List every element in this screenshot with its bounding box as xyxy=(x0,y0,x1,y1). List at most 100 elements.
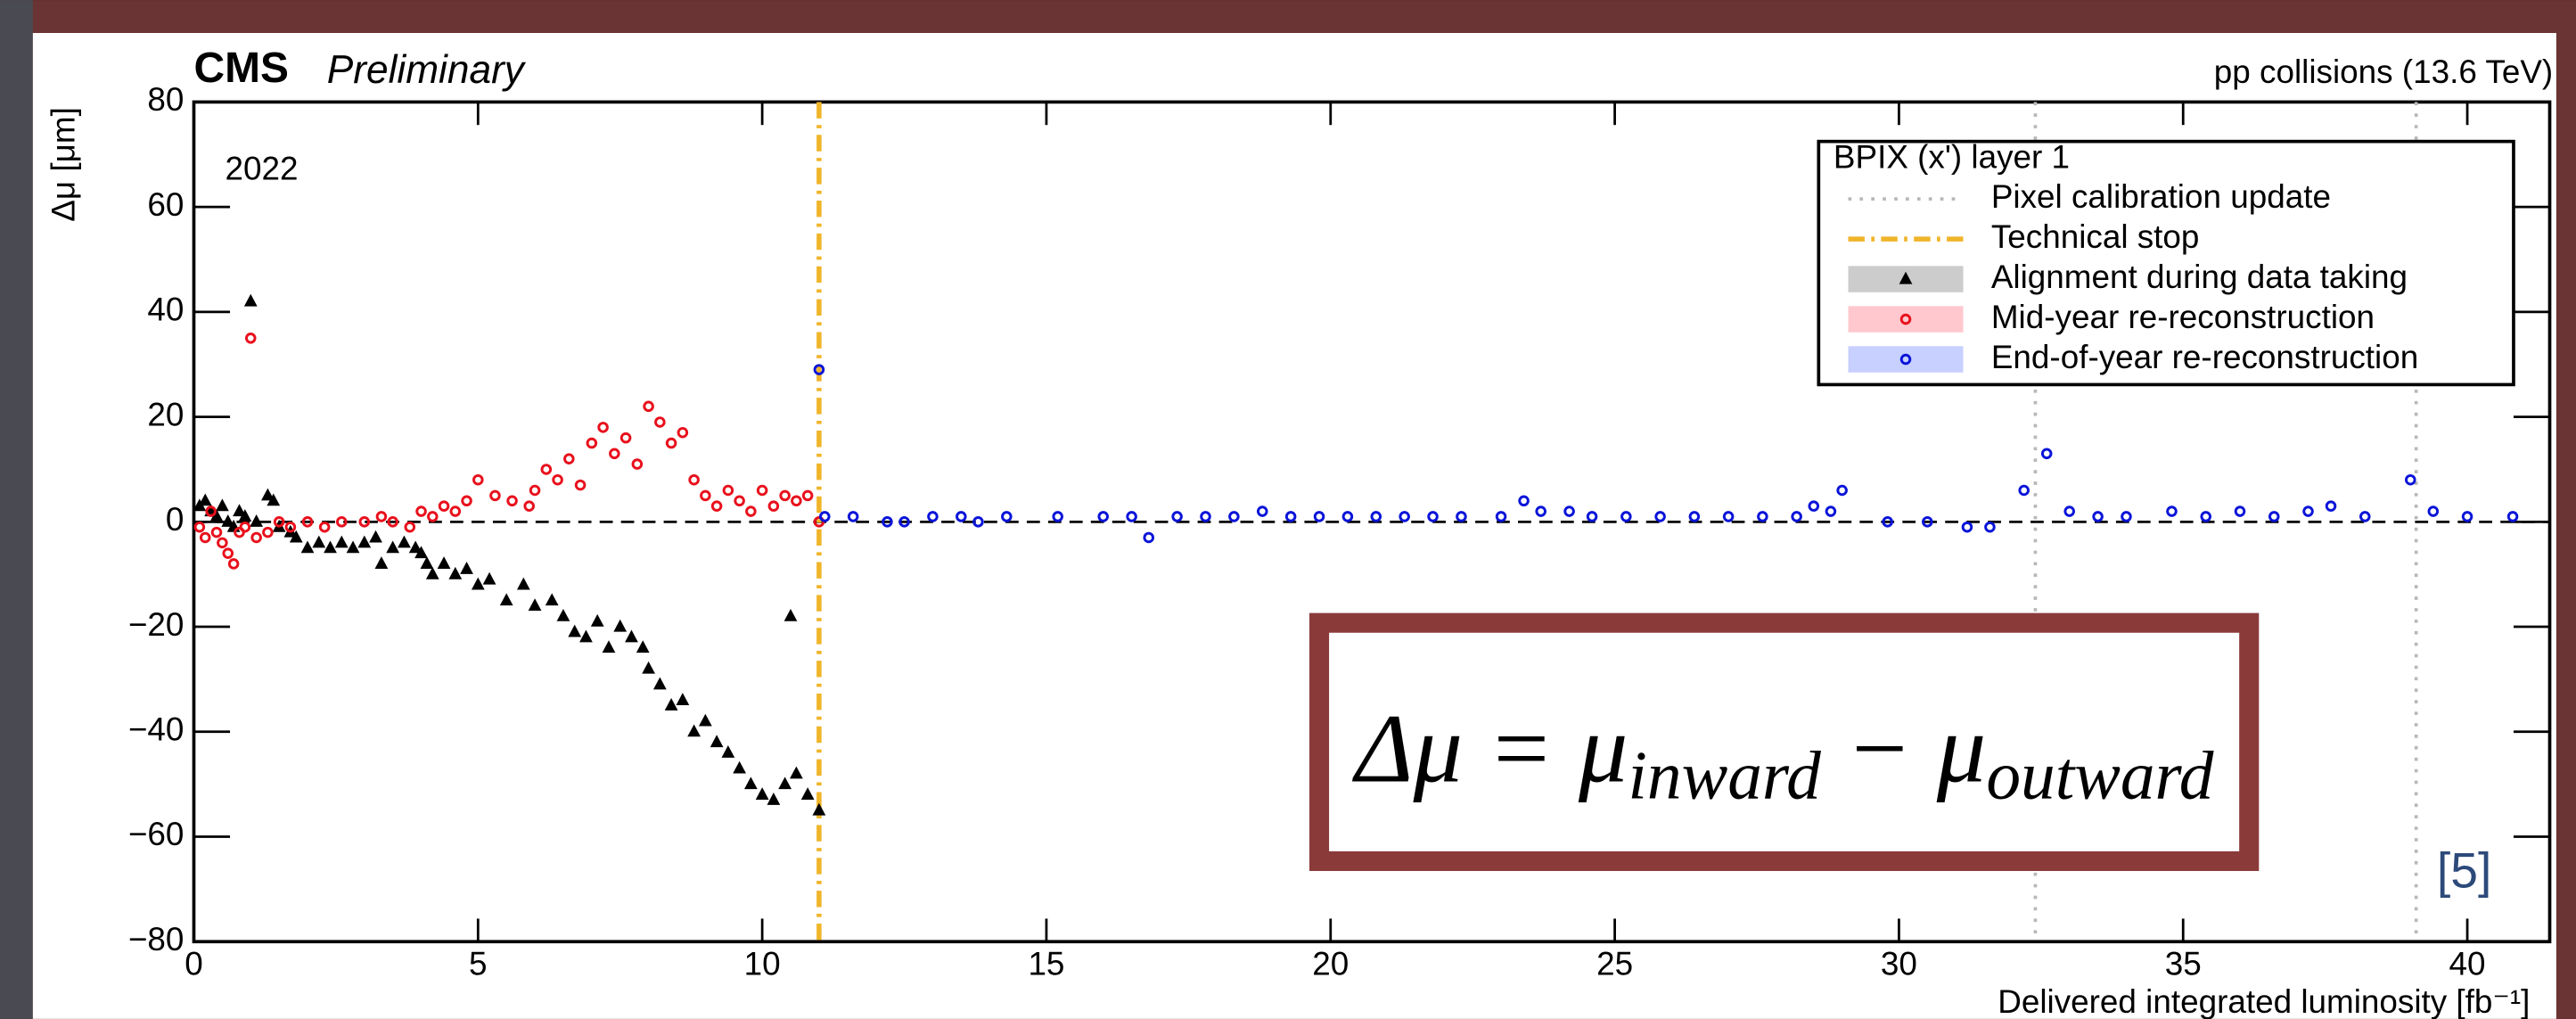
data-point xyxy=(250,514,264,527)
data-point xyxy=(710,500,723,512)
data-point xyxy=(586,437,598,449)
x-tick-label: 20 xyxy=(1312,946,1349,982)
data-point xyxy=(545,593,559,606)
data-point xyxy=(652,677,667,690)
data-point xyxy=(745,505,757,517)
x-tick-label: 35 xyxy=(2165,946,2202,982)
data-point xyxy=(1899,271,1913,284)
formula-part: − μ xyxy=(1821,694,1986,803)
data-point xyxy=(227,558,240,570)
x-axis-label: Delivered integrated luminosity [fb⁻¹] xyxy=(1998,983,2530,1019)
legend-label: Alignment during data taking xyxy=(1991,259,2408,295)
formula-subscript: outward xyxy=(1986,736,2213,813)
y-tick-label: 20 xyxy=(147,396,184,432)
legend-band xyxy=(1848,346,1964,373)
x-tick-label: 25 xyxy=(1596,946,1633,982)
data-point xyxy=(438,500,450,512)
data-point xyxy=(1495,511,1507,522)
data-point xyxy=(529,484,541,497)
data-point xyxy=(346,540,360,554)
data-point xyxy=(847,511,859,522)
data-point xyxy=(1899,313,1912,325)
data-point xyxy=(1399,511,1410,522)
data-point xyxy=(642,661,655,674)
data-point xyxy=(1899,353,1912,366)
x-tick-label: 10 xyxy=(744,946,781,982)
data-point xyxy=(688,473,700,486)
data-point xyxy=(755,787,769,800)
data-point xyxy=(215,498,229,512)
data-point xyxy=(420,556,434,569)
data-point xyxy=(312,535,326,548)
data-point xyxy=(386,540,400,554)
data-point xyxy=(882,516,893,528)
data-point xyxy=(779,489,791,502)
data-point xyxy=(1654,511,1666,522)
data-point xyxy=(262,526,274,538)
data-point xyxy=(972,516,984,528)
data-point xyxy=(540,464,553,475)
data-point xyxy=(778,777,792,790)
data-point xyxy=(1171,511,1183,522)
data-point xyxy=(813,364,825,375)
data-point xyxy=(2166,505,2178,517)
data-point xyxy=(597,422,609,433)
data-point xyxy=(398,535,411,548)
data-point xyxy=(209,509,224,522)
data-point xyxy=(721,745,735,758)
data-point xyxy=(448,566,463,579)
data-point xyxy=(2200,511,2212,522)
data-point xyxy=(2427,505,2440,517)
data-point xyxy=(472,473,484,486)
data-point xyxy=(244,333,257,344)
y-tick-label: −60 xyxy=(128,816,185,852)
data-point xyxy=(387,516,398,528)
energy-label: pp collisions (13.6 TeV) xyxy=(2214,53,2553,90)
data-point xyxy=(375,511,388,522)
data-point xyxy=(613,619,628,632)
legend-label: Pixel calibration update xyxy=(1991,178,2331,215)
data-point xyxy=(1126,511,1137,522)
data-point xyxy=(1808,500,1820,512)
data-point xyxy=(1791,511,1802,522)
data-point xyxy=(1097,511,1109,522)
data-point xyxy=(461,495,472,507)
data-point xyxy=(528,598,542,612)
data-point xyxy=(2325,500,2337,512)
data-point xyxy=(579,629,593,643)
data-point xyxy=(1563,505,1575,517)
x-tick-label: 40 xyxy=(2449,946,2486,982)
data-point xyxy=(460,562,473,574)
y-axis-label: Δμ [μm] xyxy=(45,107,81,222)
data-point xyxy=(238,509,252,522)
data-point xyxy=(404,521,416,533)
data-point xyxy=(1586,511,1598,522)
x-tick-label: 15 xyxy=(1028,946,1064,982)
data-point xyxy=(357,535,372,548)
data-point xyxy=(437,556,451,569)
data-point xyxy=(790,766,803,779)
data-point xyxy=(193,521,206,533)
data-point xyxy=(676,693,690,705)
formula-box xyxy=(1309,612,2260,871)
data-point xyxy=(499,593,513,606)
data-point xyxy=(574,479,587,491)
data-point xyxy=(1370,511,1382,522)
data-point xyxy=(250,531,262,544)
y-tick-label: 0 xyxy=(166,501,185,538)
data-point xyxy=(1228,511,1240,522)
data-point xyxy=(2359,511,2371,522)
data-point xyxy=(1052,511,1063,522)
data-point xyxy=(625,629,638,643)
data-point xyxy=(199,531,211,544)
data-point xyxy=(243,293,258,307)
data-point xyxy=(1427,511,1439,522)
data-point xyxy=(1001,511,1013,522)
data-point xyxy=(267,493,281,506)
data-point xyxy=(1256,505,1268,517)
data-point xyxy=(1722,511,1735,522)
data-point xyxy=(927,511,939,522)
y-tick-label: 60 xyxy=(147,186,184,223)
